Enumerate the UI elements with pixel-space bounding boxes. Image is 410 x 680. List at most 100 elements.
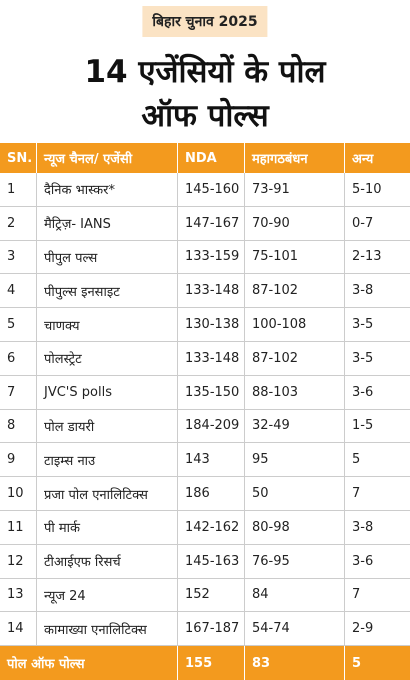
table-row: 10 प्रजा पोल एनालिटिक्स 186 50 7 bbox=[0, 477, 410, 511]
footer-row: पोल ऑफ पोल्स 155 83 5 bbox=[0, 646, 410, 680]
table-cell: 80-98 bbox=[245, 510, 345, 544]
header-row: SN. न्यूज चैनल/ एजेंसी NDA महागठबंधन अन्य bbox=[0, 143, 410, 173]
table-cell: 5-10 bbox=[352, 181, 382, 197]
table-cell: कामाख्या एनालिटिक्स bbox=[37, 612, 178, 646]
table-cell: 3 bbox=[0, 240, 37, 274]
table-cell: 6 bbox=[0, 341, 37, 375]
table-cell: 2 bbox=[0, 206, 37, 240]
column-header: SN. bbox=[0, 143, 37, 173]
table-row: 13 न्यूज 24 152 84 7 bbox=[0, 578, 410, 613]
table-cell: 133-148 bbox=[178, 341, 245, 375]
table-row: 8 पोल डायरी 184-209 32-49 1-5 bbox=[0, 409, 410, 444]
table-cell: मैट्रिज़- IANS bbox=[37, 206, 178, 240]
table-cell: 70-90 bbox=[245, 206, 345, 240]
table-row: 4 पीपुल्स इनसाइट 133-148 87-102 3-8 bbox=[0, 274, 410, 309]
table-cell: टीआईएफ रिसर्च bbox=[37, 544, 178, 578]
table-cell: टाइम्स नाउ bbox=[37, 443, 178, 477]
poll-table: SN. न्यूज चैनल/ एजेंसी NDA महागठबंधन अन्य 1 दै… bbox=[0, 143, 410, 680]
table-cell: 4 bbox=[0, 274, 37, 308]
table-cell: 54-74 bbox=[245, 612, 345, 646]
table-cell: 1 bbox=[0, 173, 37, 206]
column-header: न्यूज चैनल/ एजेंसी bbox=[37, 143, 178, 173]
table-cell: 76-95 bbox=[245, 544, 345, 578]
table-cell: 7 bbox=[352, 587, 361, 603]
table-cell: 143 bbox=[178, 443, 245, 477]
table-row: 11 पी मार्क 142-162 80-98 3-8 bbox=[0, 510, 410, 545]
table-cell: 1-5 bbox=[352, 418, 374, 434]
table-cell: 133-159 bbox=[178, 240, 245, 274]
table-cell: 147-167 bbox=[178, 206, 245, 240]
table-cell: 0-7 bbox=[352, 215, 374, 231]
table-cell: 50 bbox=[245, 477, 345, 510]
table-cell: प्रजा पोल एनालिटिक्स bbox=[37, 477, 178, 510]
column-header: अन्य bbox=[352, 152, 374, 167]
table-cell: 5 bbox=[352, 452, 361, 468]
table-cell: 88-103 bbox=[245, 375, 345, 409]
table-cell: 12 bbox=[0, 544, 37, 578]
table-cell: 87-102 bbox=[245, 274, 345, 308]
table-cell: पोलस्ट्रेट bbox=[37, 341, 178, 375]
table-cell: 14 bbox=[0, 612, 37, 646]
footer-cell: 83 bbox=[245, 646, 345, 680]
badge: बिहार चुनाव 2025 bbox=[142, 6, 268, 37]
table-cell: 13 bbox=[0, 578, 37, 612]
table-cell: पोल डायरी bbox=[37, 409, 178, 443]
table-row: 9 टाइम्स नाउ 143 95 5 bbox=[0, 443, 410, 478]
column-header: महागठबंधन bbox=[245, 143, 345, 173]
footer-cell: 155 bbox=[178, 646, 245, 680]
table-cell: JVC'S polls bbox=[37, 375, 178, 409]
footer-cell: पोल ऑफ पोल्स bbox=[0, 646, 178, 680]
table-cell: 8 bbox=[0, 409, 37, 443]
table-cell: 87-102 bbox=[245, 341, 345, 375]
table-cell: 184-209 bbox=[178, 409, 245, 443]
table-cell: 32-49 bbox=[245, 409, 345, 443]
table-cell: 7 bbox=[352, 486, 361, 502]
table-cell: 11 bbox=[0, 510, 37, 544]
table-cell: पीपुल पल्स bbox=[37, 240, 178, 274]
column-header: NDA bbox=[178, 143, 245, 173]
table-row: 14 कामाख्या एनालिटिक्स 167-187 54-74 2-9 bbox=[0, 612, 410, 647]
table-row: 12 टीआईएफ रिसर्च 145-163 76-95 3-6 bbox=[0, 544, 410, 579]
table-row: 6 पोलस्ट्रेट 133-148 87-102 3-5 bbox=[0, 341, 410, 376]
table-cell: 145-160 bbox=[178, 173, 245, 206]
table-cell: 167-187 bbox=[178, 612, 245, 646]
table-cell: 2-9 bbox=[352, 621, 374, 637]
table-cell: 3-5 bbox=[352, 350, 374, 366]
table-cell: 130-138 bbox=[178, 308, 245, 341]
table-cell: 186 bbox=[178, 477, 245, 510]
table-cell: 100-108 bbox=[245, 308, 345, 341]
table-cell: 3-6 bbox=[352, 553, 374, 569]
table-row: 5 चाणक्य 130-138 100-108 3-5 bbox=[0, 308, 410, 342]
table-cell: पी मार्क bbox=[37, 510, 178, 544]
table-cell: 7 bbox=[0, 375, 37, 409]
table-cell: 3-8 bbox=[352, 519, 374, 535]
title: ऑफ पोल्स bbox=[141, 98, 269, 134]
table-row: 7 JVC'S polls 135-150 88-103 3-6 bbox=[0, 375, 410, 410]
table-row: 2 मैट्रिज़- IANS 147-167 70-90 0-7 bbox=[0, 206, 410, 241]
table-row: 3 पीपुल पल्स 133-159 75-101 2-13 bbox=[0, 240, 410, 275]
title: 14 एजेंसियों के पोल bbox=[84, 54, 326, 90]
table-cell: 152 bbox=[178, 578, 245, 612]
table-cell: दैनिक भास्कर* bbox=[37, 173, 178, 206]
table-cell: 75-101 bbox=[245, 240, 345, 274]
table-cell: 3-8 bbox=[352, 283, 374, 299]
footer-cell: 5 bbox=[352, 655, 362, 671]
table-cell: 2-13 bbox=[352, 249, 382, 265]
table-cell: न्यूज 24 bbox=[37, 578, 178, 612]
table-cell: 9 bbox=[0, 443, 37, 477]
table-cell: पीपुल्स इनसाइट bbox=[37, 274, 178, 308]
table-cell: 5 bbox=[0, 308, 37, 341]
table-cell: 145-163 bbox=[178, 544, 245, 578]
table-row: 1 दैनिक भास्कर* 145-160 73-91 5-10 bbox=[0, 173, 410, 207]
table-cell: 142-162 bbox=[178, 510, 245, 544]
table-cell: 133-148 bbox=[178, 274, 245, 308]
table-cell: 10 bbox=[0, 477, 37, 510]
table-cell: 73-91 bbox=[245, 173, 345, 206]
table-cell: 3-5 bbox=[352, 317, 374, 333]
table-cell: 84 bbox=[245, 578, 345, 612]
table-cell: 135-150 bbox=[178, 375, 245, 409]
table-cell: चाणक्य bbox=[37, 308, 178, 341]
table-cell: 3-6 bbox=[352, 384, 374, 400]
table-cell: 95 bbox=[245, 443, 345, 477]
